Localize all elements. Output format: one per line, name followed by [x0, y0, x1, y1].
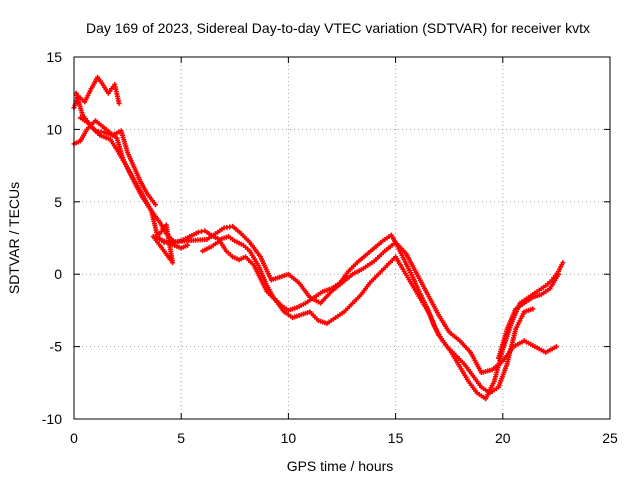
chart-title: Day 169 of 2023, Sidereal Day-to-day VTE… [86, 20, 590, 36]
data-point [560, 260, 566, 266]
grid-lines [74, 57, 610, 419]
axis-ticks: 0 5 10 15 20 25 -10 -5 0 5 10 15 [42, 49, 618, 446]
y-tick-label: 10 [46, 121, 62, 137]
x-tick-label: 25 [602, 430, 618, 446]
data-point [185, 242, 191, 248]
x-axis-label: GPS time / hours [287, 458, 394, 474]
x-tick-label: 5 [177, 430, 185, 446]
data-points [71, 74, 566, 402]
y-tick-label: 15 [46, 49, 62, 65]
x-tick-label: 0 [70, 430, 78, 446]
x-tick-label: 20 [495, 430, 511, 446]
data-point [152, 202, 158, 208]
y-axis-label: SDTVAR / TECUs [6, 182, 22, 294]
data-point [553, 344, 559, 350]
x-tick-label: 10 [281, 430, 297, 446]
x-tick-label: 15 [388, 430, 404, 446]
plot-frame [73, 56, 611, 420]
y-tick-label: 0 [54, 266, 62, 282]
data-point [530, 306, 536, 312]
y-tick-label: -10 [42, 411, 62, 427]
data-point [556, 271, 562, 277]
y-tick-label: -5 [50, 339, 63, 355]
data-point [116, 100, 122, 106]
y-tick-label: 5 [54, 194, 62, 210]
